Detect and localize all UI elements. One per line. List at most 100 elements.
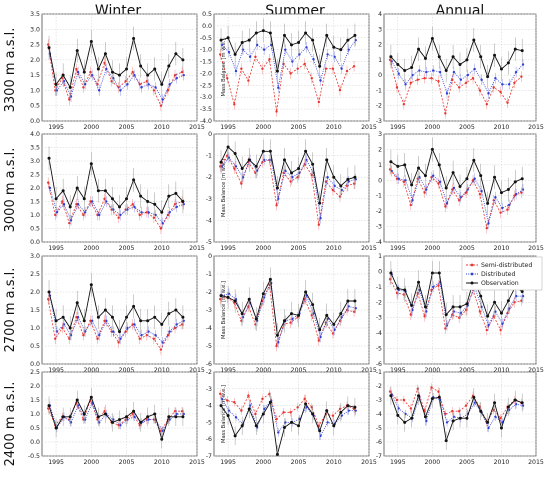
legend-entry-observation: Observation <box>466 280 519 287</box>
data-point <box>146 415 150 419</box>
x-tick-label: 1995 <box>220 124 236 131</box>
data-point <box>131 323 134 326</box>
data-point <box>486 75 490 79</box>
data-point <box>437 395 441 399</box>
panel-3000-m-a-s-l-summer: -5 -4 -3 -2 -1 0 1995 2000 2005 2010 2015 Mass Bala… <box>206 131 377 252</box>
data-point <box>167 194 171 198</box>
data-point <box>233 434 237 438</box>
data-point <box>457 86 461 89</box>
data-point <box>146 319 150 323</box>
data-point <box>89 70 92 74</box>
data-point <box>493 300 497 304</box>
data-point <box>507 203 511 207</box>
data-point <box>445 202 449 205</box>
data-point <box>68 205 72 209</box>
panel-3300-m-a-s-l-winter: 0.0 0.5 1.0 1.5 2.0 2.5 3.0 3.5 1995 2000 2005 2010… <box>30 11 205 131</box>
data-point <box>247 38 251 42</box>
series-line-observation <box>220 400 356 455</box>
y-axis-label: Mass Balance [m w.e.] <box>221 38 227 96</box>
y-tick-label: 2.5 <box>30 172 40 179</box>
data-point <box>82 334 85 337</box>
data-point <box>395 398 399 402</box>
data-point <box>520 191 523 194</box>
data-point <box>479 294 483 298</box>
series-observation <box>219 267 357 348</box>
data-point <box>75 49 79 53</box>
data-point <box>444 205 447 208</box>
data-point <box>499 67 503 71</box>
y-tick-label: -5 <box>206 419 212 426</box>
series-observation <box>47 272 185 344</box>
x-tick-label: 1995 <box>220 245 236 252</box>
data-point <box>153 202 157 206</box>
data-point <box>458 184 462 188</box>
data-point <box>492 86 495 89</box>
data-point <box>233 299 237 303</box>
data-point <box>247 158 251 162</box>
data-point <box>487 222 490 225</box>
data-point <box>240 67 243 70</box>
data-point <box>473 177 476 180</box>
data-point <box>499 311 503 315</box>
x-tick-label: 1995 <box>390 367 406 374</box>
data-point <box>61 415 65 419</box>
data-point <box>471 77 475 80</box>
data-point <box>240 167 244 171</box>
data-point <box>304 402 308 406</box>
data-point <box>403 163 407 167</box>
x-tick-label: 1995 <box>220 367 236 374</box>
data-point <box>480 78 483 81</box>
data-point <box>282 411 285 414</box>
data-point <box>297 313 301 317</box>
data-point <box>324 180 328 183</box>
data-point <box>431 69 435 72</box>
plot-frame <box>213 133 370 243</box>
data-point <box>486 201 490 205</box>
series-line-semi-distributed <box>389 169 522 229</box>
x-tick-label: 2010 <box>154 124 170 131</box>
x-tick-label: 2010 <box>494 459 510 466</box>
x-tick-label: 2015 <box>528 459 544 466</box>
y-tick-label: -3 <box>376 224 382 231</box>
x-tick-label: 2005 <box>119 367 135 374</box>
x-tick-label: 1995 <box>390 245 406 252</box>
data-point <box>118 330 121 334</box>
series-distributed <box>220 34 357 94</box>
data-point <box>54 82 58 86</box>
data-point <box>410 66 414 69</box>
data-point <box>160 210 164 214</box>
data-point <box>174 52 178 56</box>
y-tick-label: 0 <box>378 72 382 79</box>
data-point <box>110 70 114 74</box>
y-tick-label: 2.5 <box>30 42 40 49</box>
data-point <box>105 67 108 71</box>
data-point <box>132 36 136 40</box>
y-tick-label: -6 <box>206 436 212 443</box>
data-point <box>431 174 435 177</box>
data-point <box>254 31 258 35</box>
series-line-observation <box>220 277 355 337</box>
y-tick-label: 2.0 <box>30 185 40 192</box>
data-point <box>89 40 93 44</box>
data-point <box>98 89 101 92</box>
data-point <box>331 188 335 192</box>
data-point <box>168 330 171 333</box>
data-point <box>402 398 406 402</box>
data-point <box>324 67 328 70</box>
data-point <box>423 77 426 80</box>
data-point <box>89 395 93 399</box>
y-tick-label: 1 <box>378 253 382 260</box>
data-point <box>494 196 497 199</box>
data-point <box>89 319 92 322</box>
y-tick-label: 3 <box>378 131 382 138</box>
series-distributed <box>220 152 357 224</box>
data-point <box>75 203 78 206</box>
x-tick-label: 2005 <box>291 245 307 252</box>
data-point <box>346 299 350 303</box>
data-point <box>290 420 293 424</box>
data-point <box>312 57 315 61</box>
data-point <box>103 412 107 416</box>
x-tick-label: 2015 <box>528 124 544 131</box>
data-point <box>54 319 58 323</box>
panel-2700-m-a-s-l-winter: 0.0 0.5 1.0 1.5 2.0 2.5 3.0 1995 2000 2005 2010 201… <box>30 253 205 374</box>
